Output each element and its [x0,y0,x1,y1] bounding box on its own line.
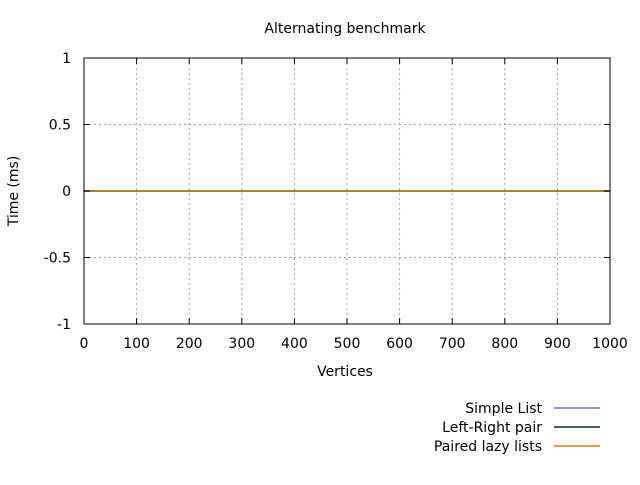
x-tick-label: 300 [228,336,255,352]
y-tick-label: 0 [62,184,71,200]
legend-label: Simple List [465,401,542,417]
grid-lines [84,58,610,324]
y-tick-label: 1 [62,51,71,67]
legend-label: Paired lazy lists [434,439,542,455]
x-axis-label: Vertices [317,364,373,380]
legend-label: Left-Right pair [442,420,542,436]
axis-ticks [83,57,611,325]
x-tick-label: 600 [386,336,413,352]
chart-title: Alternating benchmark [264,21,426,37]
y-tick-label: -0.5 [44,251,71,267]
x-tick-label: 500 [334,336,361,352]
y-axis-label: Time (ms) [6,156,22,228]
x-tick-label: 1000 [592,336,628,352]
legend: Simple List Left-Right pair Paired lazy li… [434,401,600,455]
y-tick-label: 0.5 [49,118,71,134]
x-tick-label: 200 [176,336,203,352]
x-tick-label: 800 [491,336,518,352]
y-tick-labels: -1 -0.5 0 0.5 1 [44,51,71,333]
x-tick-label: 100 [123,336,150,352]
x-tick-label: 400 [281,336,308,352]
x-tick-labels: 0 100 200 300 400 500 600 700 800 900 1000 [80,336,628,352]
x-tick-label: 0 [80,336,89,352]
x-tick-label: 900 [544,336,571,352]
x-tick-label: 700 [439,336,466,352]
y-tick-label: -1 [57,317,71,333]
